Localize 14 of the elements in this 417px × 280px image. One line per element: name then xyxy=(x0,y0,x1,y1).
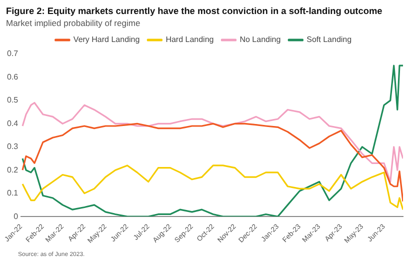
y-tick-label: 0 xyxy=(14,212,19,221)
legend-label: No Landing xyxy=(240,35,281,44)
chart-title: Figure 2: Equity markets currently have the most conviction in a soft-landing outcome xyxy=(6,6,384,16)
legend-label: Very Hard Landing xyxy=(73,35,140,44)
y-tick-label: 0.2 xyxy=(6,165,19,174)
legend-label: Hard Landing xyxy=(166,35,214,44)
legend-label: Soft Landing xyxy=(306,35,352,44)
y-tick-label: 0.4 xyxy=(6,118,19,128)
y-tick-label: 0.7 xyxy=(6,49,19,58)
y-tick-label: 0.6 xyxy=(6,72,19,82)
y-tick-label: 0.3 xyxy=(6,142,19,152)
chart-subtitle: Market implied probability of regime xyxy=(6,18,142,28)
y-tick-label: 0.5 xyxy=(6,96,19,105)
y-tick-label: 0.1 xyxy=(6,188,19,198)
